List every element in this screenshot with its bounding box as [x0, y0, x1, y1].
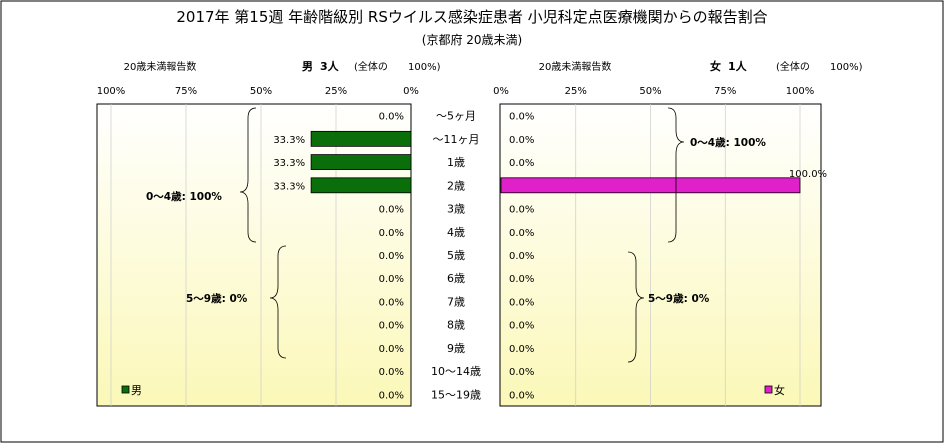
- category-label: 4歳: [447, 226, 465, 239]
- category-label: 9歳: [447, 342, 465, 355]
- male-total-note: (全体の: [354, 60, 388, 73]
- male-tick-labels: 100% 75% 50% 25% 0%: [97, 86, 419, 97]
- male-tick-label: 100%: [97, 86, 126, 97]
- category-label: 5歳: [447, 249, 465, 262]
- category-labels: ～5ヶ月 ～11ヶ月 1歳 2歳 3歳 4歳 5歳 6歳 7歳 8歳 9歳 10～14歳 15～19歳: [431, 110, 481, 402]
- female-data-label: 0.0%: [509, 251, 534, 262]
- category-label: 3歳: [447, 203, 465, 216]
- category-label: 8歳: [447, 319, 465, 332]
- female-group-braces: [627, 107, 685, 363]
- female-data-label: 0.0%: [509, 321, 534, 332]
- female-data-label: 0.0%: [509, 112, 534, 123]
- male-bar: [310, 130, 412, 147]
- male-data-label: 0.0%: [379, 251, 404, 262]
- female-tick-label: 25%: [565, 86, 587, 97]
- female-data-label: 0.0%: [509, 228, 534, 239]
- female-tick-label: 75%: [714, 86, 736, 97]
- female-tick-label: 50%: [639, 86, 661, 97]
- female-tick-labels: 0% 25% 50% 75% 100%: [493, 86, 814, 97]
- female-group-5to9: 5～9歳: 0%: [648, 292, 710, 305]
- female-plot-area: [499, 103, 822, 407]
- male-group-0to4: 0～4歳: 100%: [146, 190, 222, 203]
- male-data-label: 0.0%: [379, 274, 404, 285]
- male-tick-label: 0%: [403, 86, 419, 97]
- male-bar: [310, 154, 412, 170]
- male-tick-label: 25%: [325, 86, 347, 97]
- bars: [310, 130, 801, 194]
- male-data-label: 33.3%: [273, 135, 305, 146]
- male-total-pct: 100%): [408, 62, 441, 73]
- female-data-label: 0.0%: [509, 344, 534, 355]
- category-label: ～5ヶ月: [436, 110, 476, 123]
- female-tick-label: 0%: [493, 86, 509, 97]
- female-total-pct: 100%): [830, 62, 863, 73]
- category-label: 6歳: [447, 272, 465, 285]
- female-data-label: 0.0%: [509, 390, 534, 401]
- male-bar: [310, 177, 412, 194]
- male-data-label: 33.3%: [273, 181, 305, 192]
- female-count: 1人: [728, 59, 748, 73]
- female-sex-label: 女: [710, 59, 721, 73]
- gridlines: [110, 104, 801, 406]
- female-data-label: 0.0%: [509, 297, 534, 308]
- female-data-label: 0.0%: [509, 205, 534, 216]
- male-data-label: 0.0%: [379, 344, 404, 355]
- female-total-note: (全体の: [776, 60, 810, 73]
- female-legend-swatch: [764, 385, 773, 394]
- female-tick-label: 100%: [786, 86, 815, 97]
- male-group-braces: [239, 107, 287, 359]
- male-group-5to9: 5～9歳: 0%: [186, 292, 248, 305]
- male-data-label: 0.0%: [379, 367, 404, 378]
- category-label: 2歳: [447, 179, 465, 192]
- male-tick-label: 75%: [175, 86, 197, 97]
- male-plot-area: [96, 103, 412, 407]
- male-data-label: 33.3%: [273, 158, 305, 169]
- category-label: 15～19歳: [431, 388, 481, 401]
- male-data-label: 0.0%: [379, 297, 404, 308]
- male-legend-label: 男: [131, 384, 142, 397]
- chart-subtitle: (京都府 20歳未満): [422, 32, 522, 47]
- female-data-label: 0.0%: [509, 158, 534, 169]
- male-data-label: 0.0%: [379, 228, 404, 239]
- female-data-label: 0.0%: [509, 367, 534, 378]
- male-legend-swatch: [121, 385, 130, 394]
- male-data-label: 0.0%: [379, 321, 404, 332]
- male-data-label: 0.0%: [379, 390, 404, 401]
- male-count: 3人: [320, 59, 340, 73]
- male-sex-label: 男: [302, 60, 313, 73]
- chart-title: 2017年 第15週 年齢階級別 RSウイルス感染症患者 小児科定点医療機関から…: [176, 8, 767, 26]
- data-labels: 0.0% 0.0% 33.3% 0.0% 33.3% 0.0% 33.3% 100.0% 0.0…: [273, 112, 827, 402]
- male-data-label: 0.0%: [379, 205, 404, 216]
- female-data-label: 100.0%: [789, 169, 827, 180]
- category-label: 7歳: [447, 295, 465, 308]
- female-group-0to4: 0～4歳: 100%: [690, 136, 766, 149]
- male-data-label: 0.0%: [379, 112, 404, 123]
- category-label: 10～14歳: [431, 365, 481, 378]
- male-tick-label: 50%: [250, 86, 272, 97]
- category-label: 1歳: [447, 156, 465, 169]
- female-legend-label: 女: [774, 383, 785, 397]
- male-axis-label: 20歳未満報告数: [124, 60, 197, 73]
- female-bar: [500, 177, 801, 194]
- female-axis-label: 20歳未満報告数: [539, 60, 612, 73]
- female-data-label: 0.0%: [509, 274, 534, 285]
- category-label: ～11ヶ月: [433, 133, 480, 146]
- female-data-label: 0.0%: [509, 135, 534, 146]
